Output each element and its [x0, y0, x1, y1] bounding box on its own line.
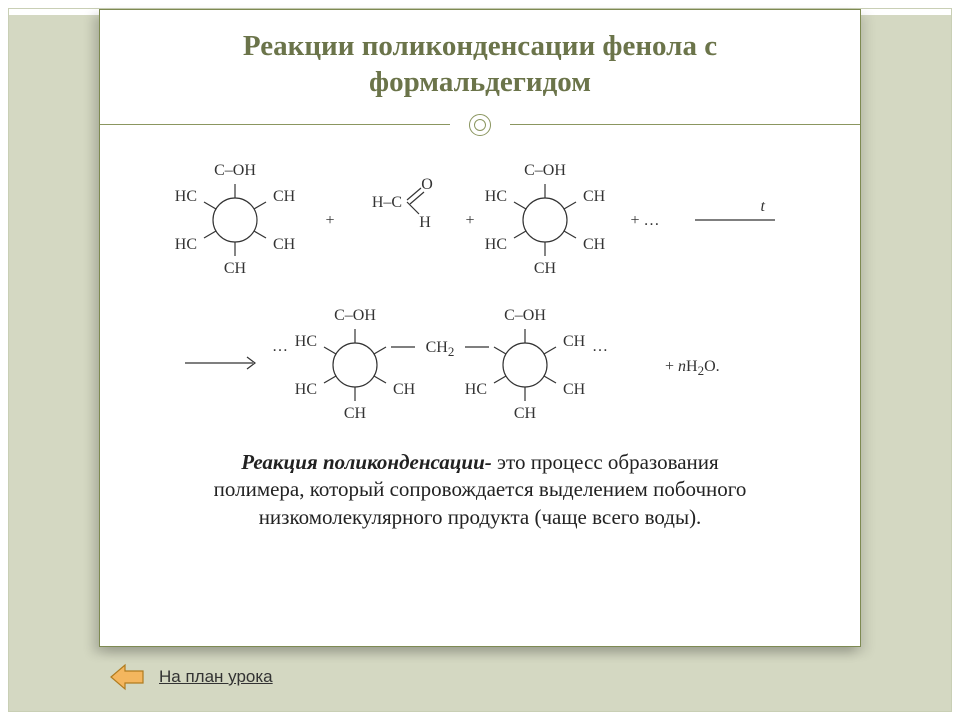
- svg-text:+ …: + …: [630, 212, 659, 229]
- svg-text:O: O: [421, 176, 433, 193]
- svg-text:H: H: [419, 214, 431, 231]
- nav-row: На план урока: [109, 663, 273, 691]
- svg-text:CH: CH: [224, 260, 247, 277]
- lesson-plan-link[interactable]: На план урока: [159, 667, 273, 687]
- presentation-frame: Реакции поликонденсации фенола с формаль…: [8, 8, 952, 712]
- svg-text:CH: CH: [563, 381, 586, 398]
- svg-text:CH: CH: [273, 188, 296, 205]
- title-ornament: [100, 111, 860, 139]
- caption-part2: полимера, который сопровождается выделен…: [214, 477, 747, 501]
- svg-text:CH: CH: [514, 405, 537, 422]
- slide-title: Реакции поликонденсации фенола с формаль…: [100, 28, 860, 101]
- svg-text:HC: HC: [485, 188, 507, 205]
- svg-text:C–OH: C–OH: [334, 307, 376, 324]
- svg-text:t: t: [761, 198, 766, 215]
- svg-text:CH: CH: [583, 188, 606, 205]
- svg-text:HC: HC: [175, 188, 197, 205]
- svg-text:CH: CH: [583, 236, 606, 253]
- svg-text:CH: CH: [534, 260, 557, 277]
- caption-term: Реакция поликонденсации-: [241, 450, 492, 474]
- slide-card: Реакции поликонденсации фенола с формаль…: [99, 9, 861, 647]
- reaction-row-1: C–OH HC HC CH CH CH + O H–C H + C–OH HC …: [175, 145, 785, 285]
- svg-text:CH: CH: [344, 405, 367, 422]
- svg-text:…: …: [272, 338, 288, 355]
- svg-text:+: +: [325, 212, 334, 229]
- svg-text:C–OH: C–OH: [214, 162, 256, 179]
- svg-text:HC: HC: [465, 381, 487, 398]
- back-arrow-icon[interactable]: [109, 663, 145, 691]
- svg-text:+ nH2O.: + nH2O.: [665, 358, 720, 378]
- definition-caption: Реакция поликонденсации- это процесс обр…: [100, 435, 860, 532]
- title-line-1: Реакции поликонденсации фенола с: [243, 30, 717, 62]
- svg-text:HC: HC: [485, 236, 507, 253]
- svg-text:CH: CH: [393, 381, 416, 398]
- svg-text:HC: HC: [295, 333, 317, 350]
- svg-text:HC: HC: [175, 236, 197, 253]
- svg-text:+: +: [465, 212, 474, 229]
- caption-part1: это процесс образования: [492, 450, 719, 474]
- svg-text:H–C: H–C: [372, 194, 402, 211]
- svg-text:C–OH: C–OH: [524, 162, 566, 179]
- title-line-2: формальдегидом: [369, 66, 591, 98]
- chemistry-diagram: C–OH HC HC CH CH CH + O H–C H + C–OH HC …: [175, 145, 785, 435]
- svg-text:CH: CH: [273, 236, 296, 253]
- slide-title-area: Реакции поликонденсации фенола с формаль…: [100, 10, 860, 139]
- svg-text:…: …: [592, 338, 608, 355]
- svg-text:HC: HC: [295, 381, 317, 398]
- svg-text:C–OH: C–OH: [504, 307, 546, 324]
- caption-part3: низкомолекулярного продукта (чаще всего …: [259, 505, 702, 529]
- svg-text:CH: CH: [563, 333, 586, 350]
- svg-text:CH2: CH2: [426, 339, 455, 359]
- reaction-row-2: … C–OH HC HC CH CH CH2 C–OH HC CH CH CH …: [175, 285, 785, 435]
